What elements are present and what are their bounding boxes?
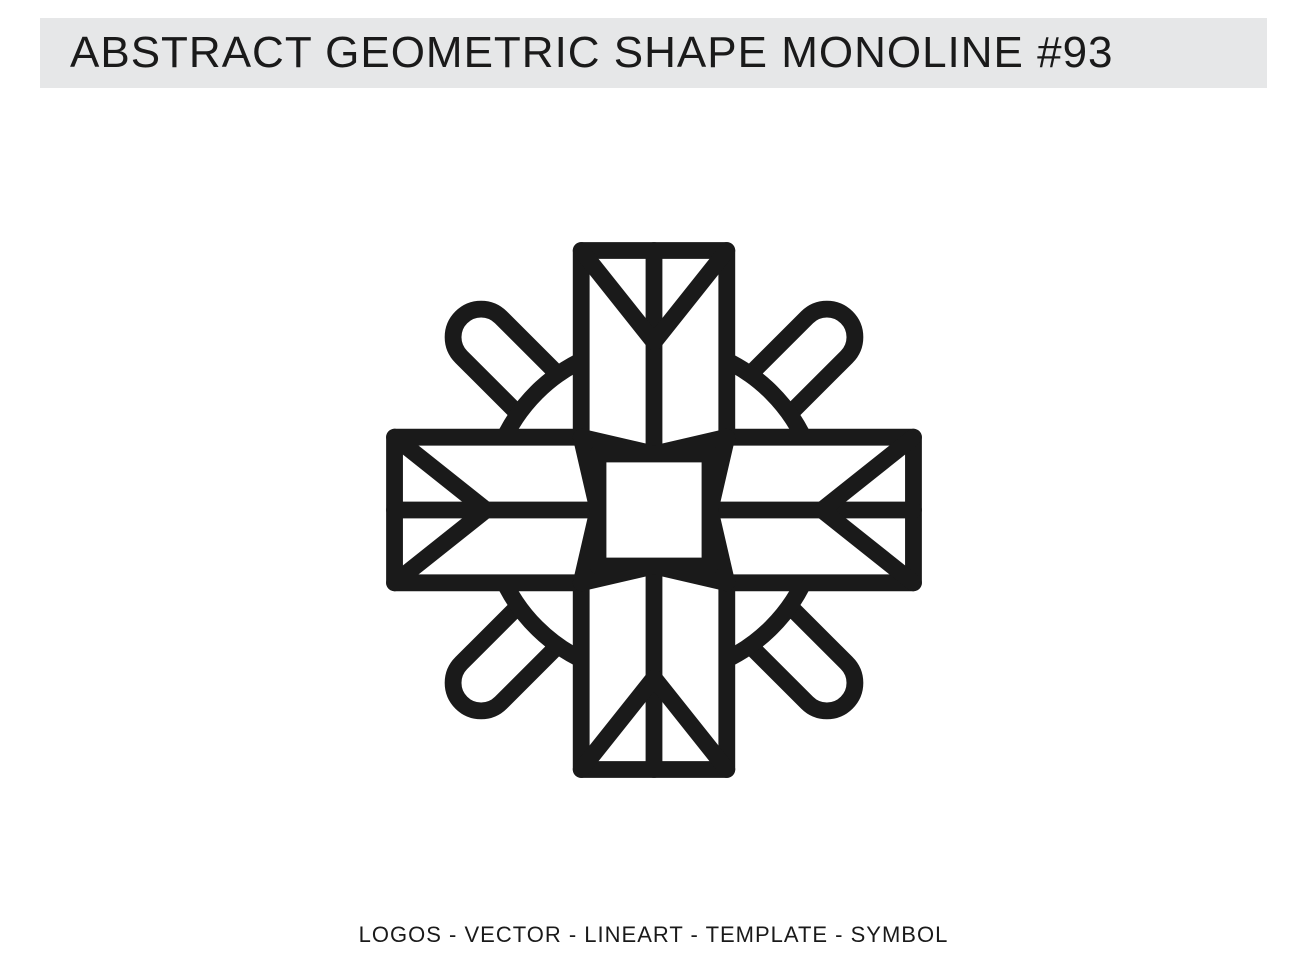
footer-keywords: LOGOS - VECTOR - LINEART - TEMPLATE - SY… (0, 922, 1307, 948)
page-title: ABSTRACT GEOMETRIC SHAPE MONOLINE #93 (70, 28, 1114, 78)
title-bar: ABSTRACT GEOMETRIC SHAPE MONOLINE #93 (40, 18, 1267, 88)
geometric-monoline-icon (374, 230, 934, 790)
artwork-canvas (0, 120, 1307, 900)
